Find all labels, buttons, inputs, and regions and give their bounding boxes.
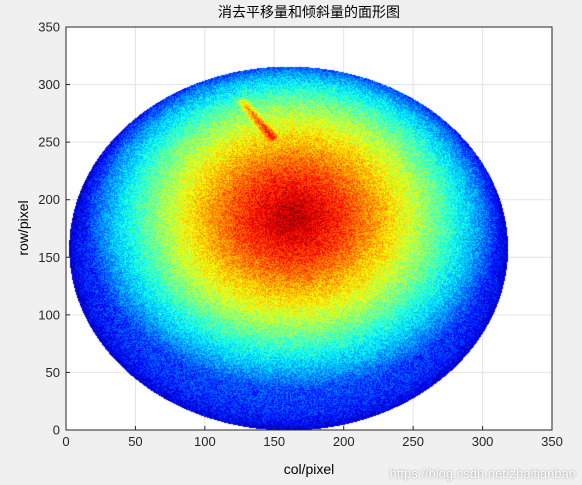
y-tick-label-1: 50: [46, 365, 60, 380]
x-tick-label-4: 200: [333, 434, 355, 449]
y-tick-label-4: 200: [38, 192, 60, 207]
x-tick-label-7: 350: [541, 434, 563, 449]
x-tick-label-5: 250: [402, 434, 424, 449]
x-axis-ticks: 0 50 100 150 200 250 300 350: [62, 426, 563, 449]
x-axis-label: col/pixel: [284, 461, 335, 477]
watermark-text: https://blog.csdn.net/zhaitianbao: [389, 466, 576, 481]
y-tick-label-6: 300: [38, 77, 60, 92]
x-tick-label-3: 150: [263, 434, 285, 449]
y-tick-label-7: 350: [38, 20, 60, 35]
x-tick-label-0: 0: [62, 434, 69, 449]
y-tick-label-2: 100: [38, 307, 60, 322]
heatmap-image: [66, 27, 552, 430]
x-tick-label-2: 100: [194, 434, 216, 449]
y-axis-ticks: 0 50 100 150 200 250 300 350: [38, 20, 70, 438]
y-axis-label: row/pixel: [15, 200, 31, 255]
y-tick-label-0: 0: [53, 423, 60, 438]
y-tick-label-5: 250: [38, 135, 60, 150]
chart-title: 消去平移量和倾斜量的面形图: [218, 4, 400, 20]
surface-heatmap: [66, 27, 552, 430]
y-tick-label-3: 150: [38, 250, 60, 265]
axes-frame: [65, 26, 553, 431]
x-tick-label-1: 50: [128, 434, 142, 449]
x-tick-label-6: 300: [472, 434, 494, 449]
